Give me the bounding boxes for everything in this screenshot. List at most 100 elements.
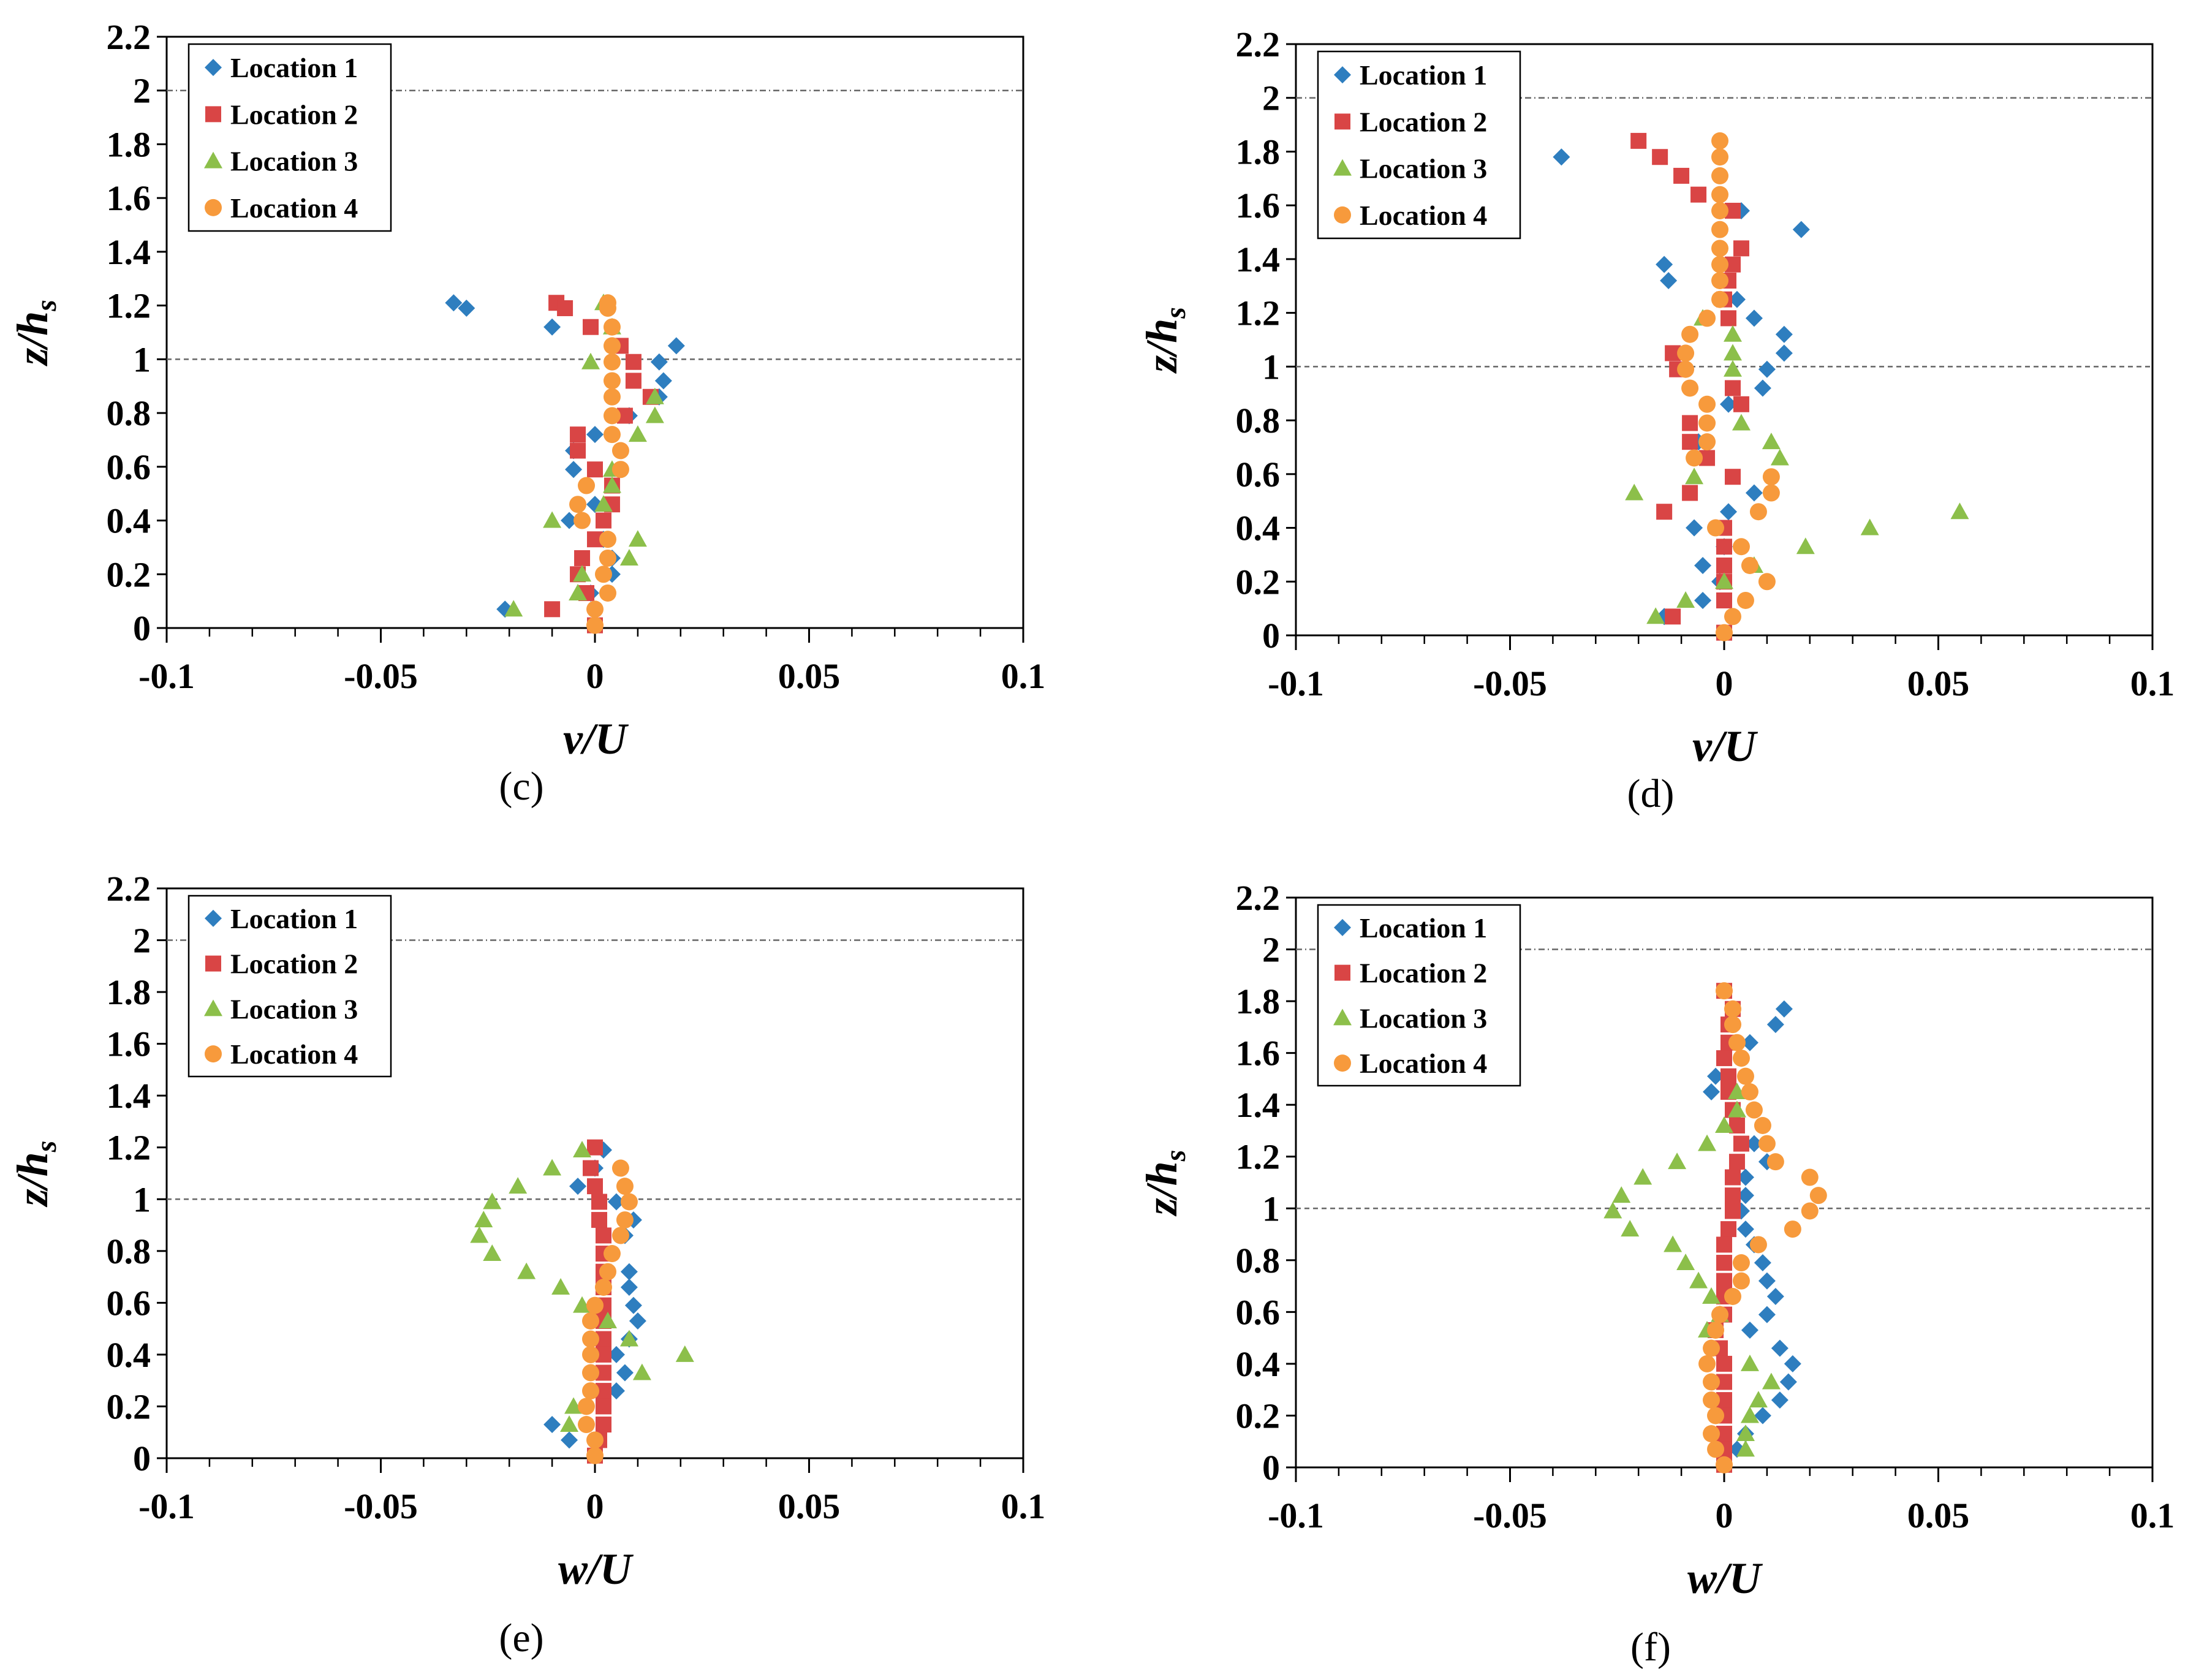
data-point <box>1796 537 1815 554</box>
y-tick-label: 0 <box>1262 1448 1280 1488</box>
data-point <box>1724 1288 1741 1305</box>
data-point <box>599 531 616 548</box>
data-point <box>1745 484 1763 502</box>
data-point <box>543 1416 561 1434</box>
data-point <box>1758 360 1776 378</box>
legend: Location 1 Location 2 Location 3 Location 4 <box>187 43 392 232</box>
data-point <box>1736 1425 1755 1442</box>
data-point <box>1668 1152 1687 1170</box>
data-point <box>587 461 603 478</box>
data-point <box>1724 1203 1741 1219</box>
data-point <box>1711 186 1729 203</box>
data-point <box>1749 503 1767 521</box>
x-tick-label: 0.05 <box>778 656 841 696</box>
data-point <box>1720 1068 1736 1084</box>
data-point <box>603 318 621 336</box>
data-point <box>594 566 612 583</box>
data-point <box>1779 1373 1797 1391</box>
y-tick-label: 1 <box>1262 347 1280 387</box>
data-point <box>1724 1016 1741 1034</box>
x-tick-label: 0 <box>586 1486 604 1526</box>
legend: Location 1 Location 2 Location 3 Location 4 <box>187 895 392 1078</box>
data-point <box>1762 484 1780 502</box>
data-point <box>1724 469 1741 485</box>
data-point <box>569 1178 587 1195</box>
data-point <box>599 549 616 567</box>
y-tick-label: 0 <box>133 1439 151 1478</box>
legend-label-location-1: Location 1 <box>230 52 358 83</box>
data-point <box>582 1312 600 1330</box>
data-point <box>1732 538 1750 556</box>
y-axis-title-subscript: s <box>1159 307 1192 319</box>
data-point <box>1741 1321 1758 1339</box>
data-point <box>1664 1235 1683 1252</box>
data-point <box>1766 1153 1784 1171</box>
data-point <box>645 406 664 423</box>
data-point <box>1625 483 1644 501</box>
y-axis-title: z/hs <box>8 1141 62 1208</box>
data-point <box>1745 309 1763 327</box>
data-point <box>1707 1321 1725 1339</box>
data-point <box>1716 557 1732 573</box>
data-point <box>654 372 672 390</box>
y-tick-label: 1.8 <box>1236 132 1281 172</box>
data-point <box>1754 1254 1771 1272</box>
data-point <box>551 1278 570 1295</box>
legend-label-location-1: Location 1 <box>1360 912 1487 944</box>
data-point <box>1703 1339 1720 1357</box>
y-axis-title: z/hs <box>1137 1150 1192 1217</box>
data-point <box>1553 148 1570 166</box>
data-point <box>1754 1407 1771 1425</box>
data-point <box>574 550 591 566</box>
data-point <box>1682 415 1698 431</box>
y-tick-label: 1.4 <box>107 232 151 272</box>
data-point <box>1711 1306 1729 1323</box>
data-point <box>1762 468 1780 486</box>
data-point <box>1698 1355 1716 1372</box>
data-point <box>619 1330 638 1347</box>
data-point <box>629 1312 646 1330</box>
panel-caption: (e) <box>499 1616 543 1660</box>
data-point <box>620 1263 638 1281</box>
data-point <box>1677 360 1695 378</box>
data-point <box>611 1159 629 1177</box>
x-tick-label: 0.1 <box>2130 664 2175 703</box>
y-tick-label: 1.2 <box>107 286 151 326</box>
data-point <box>582 1382 600 1400</box>
data-point <box>517 1262 536 1279</box>
x-tick-label: 0.05 <box>1907 1496 1970 1535</box>
y-tick-label: 1.8 <box>107 124 151 164</box>
data-point <box>573 565 592 582</box>
data-point <box>1686 519 1703 537</box>
y-tick-label: 1 <box>133 339 151 379</box>
data-point <box>1716 1355 1732 1372</box>
data-point <box>1698 395 1716 413</box>
data-point <box>1728 290 1746 308</box>
data-point <box>645 387 664 404</box>
y-tick-label: 0.6 <box>107 1283 151 1323</box>
data-point <box>1754 379 1771 397</box>
y-tick-label: 0.8 <box>1236 1241 1281 1281</box>
data-point <box>603 353 621 371</box>
series-location-3 <box>470 1140 694 1432</box>
data-point <box>595 1417 611 1433</box>
y-tick-label: 0.2 <box>1236 1396 1281 1436</box>
series-location-4 <box>1677 132 1780 641</box>
data-point <box>1698 309 1716 327</box>
data-point <box>625 373 642 389</box>
data-point <box>1702 1287 1721 1304</box>
data-point <box>1733 1135 1749 1152</box>
data-point <box>1603 1201 1622 1219</box>
data-point <box>1698 433 1716 451</box>
data-point <box>1741 1034 1758 1051</box>
data-point <box>1950 502 1969 520</box>
data-point <box>594 1279 612 1296</box>
legend-marker <box>1334 918 1351 936</box>
data-point <box>1676 1254 1695 1271</box>
series-location-3 <box>1603 1083 1781 1457</box>
data-point <box>587 1139 603 1156</box>
x-axis-title: w/U <box>558 1545 634 1594</box>
panel-caption: (d) <box>1627 771 1675 816</box>
y-tick-label: 1.4 <box>1236 240 1281 279</box>
data-point <box>1724 1169 1741 1186</box>
